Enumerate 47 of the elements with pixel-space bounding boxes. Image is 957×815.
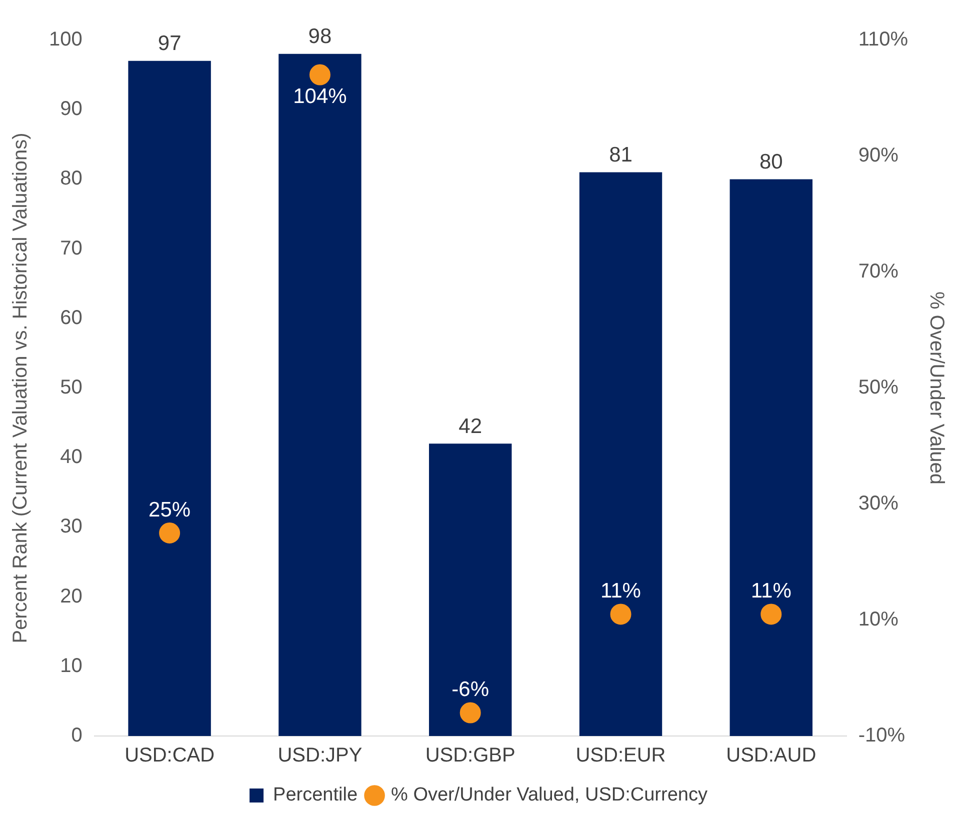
data-label: 11% [600, 579, 641, 602]
y-tick-label: 60 [60, 306, 82, 329]
y-tick-label: 20 [60, 585, 82, 608]
y2-tick-label: 50% [858, 376, 899, 399]
legend-label: Percentile [273, 784, 358, 806]
y-tick-label: 30 [60, 516, 82, 538]
x-tick-label: USD:AUD [726, 744, 816, 767]
y-tick-label: 40 [60, 446, 82, 468]
x-tick-label: USD:EUR [576, 744, 666, 767]
bar [128, 60, 211, 736]
y2-tick-label: 30% [858, 492, 899, 515]
point [159, 522, 180, 544]
data-label: 42 [458, 414, 482, 438]
data-label: 81 [609, 144, 632, 167]
data-label: 11% [750, 579, 792, 602]
x-tick-label: USD:JPY [278, 744, 362, 767]
data-label: 98 [308, 25, 332, 48]
bar [579, 172, 662, 736]
y2-tick-label: 110% [858, 28, 908, 51]
y-tick-label: 10 [60, 654, 82, 677]
point [309, 64, 330, 86]
x-tick-label: USD:GBP [425, 744, 516, 767]
y2-tick-label: -10% [858, 724, 906, 747]
y-tick-label: 50 [60, 376, 82, 399]
legend-label: % Over/Under Valued, USD:Currency [391, 784, 708, 806]
point [460, 702, 481, 724]
bar [428, 444, 512, 736]
y-tick-label: 100 [48, 28, 82, 51]
point [610, 604, 632, 625]
y-tick-label: 80 [60, 168, 82, 190]
y2-tick-label: 70% [858, 260, 899, 283]
data-label: 97 [158, 32, 182, 56]
bar [730, 179, 812, 736]
data-label: 80 [759, 150, 783, 174]
y2-tick-label: 10% [858, 608, 899, 631]
data-label: -6% [452, 678, 490, 702]
point [760, 604, 782, 625]
bar [278, 54, 362, 736]
y-tick-label: 0 [71, 724, 82, 747]
data-label: 104% [293, 85, 347, 108]
data-label: 25% [148, 498, 191, 522]
y2-tick-label: 90% [858, 144, 899, 167]
y-tick-label: 90 [60, 98, 82, 120]
y2-axis-title: % Over/Under Valued [925, 291, 948, 485]
x-tick-label: USD:CAD [124, 744, 215, 767]
y-tick-label: 70 [60, 237, 82, 260]
y-axis-title: Percent Rank (Current Valuation vs. Historical Valuations) [10, 132, 32, 644]
